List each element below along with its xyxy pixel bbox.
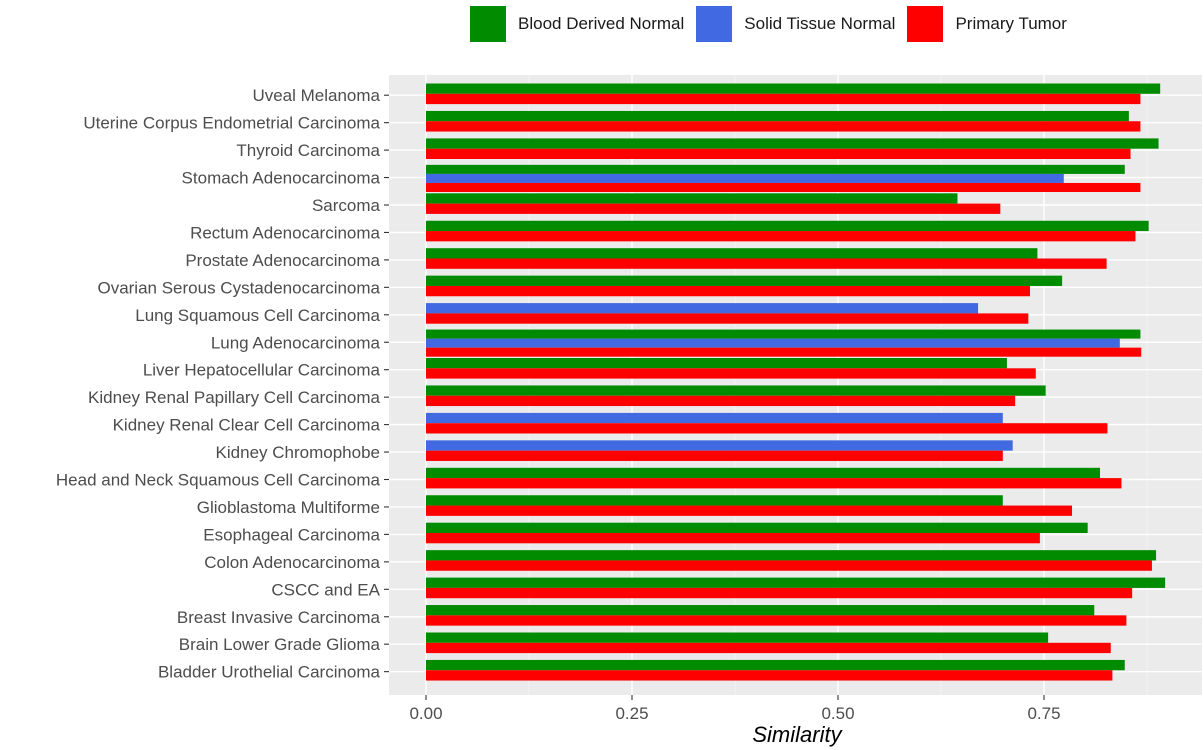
bar-cscc-and-ea-primary-tumor — [426, 587, 1133, 599]
bar-thyroid-carcinoma-primary-tumor — [426, 148, 1131, 159]
bar-uterine-corpus-endometrial-carcinoma-primary-tumor — [426, 121, 1141, 132]
bar-uterine-corpus-endometrial-carcinoma-blood-derived-normal — [426, 110, 1129, 122]
bars — [426, 83, 1166, 681]
y-tick-label: CSCC and EA — [271, 580, 380, 599]
bar-esophageal-carcinoma-primary-tumor — [426, 533, 1040, 544]
bar-cscc-and-ea-blood-derived-normal — [426, 577, 1166, 588]
bar-rectum-adenocarcinoma-primary-tumor — [426, 231, 1136, 242]
bar-kidney-renal-papillary-cell-carcinoma-primary-tumor — [426, 395, 1016, 407]
legend-swatch-solid-tissue-normal — [696, 6, 733, 42]
bar-breast-invasive-carcinoma-primary-tumor — [426, 615, 1127, 626]
bar-lung-squamous-cell-carcinoma-primary-tumor — [426, 313, 1029, 324]
y-tick-label: Kidney Chromophobe — [216, 443, 380, 462]
bar-brain-lower-grade-glioma-blood-derived-normal — [426, 632, 1049, 643]
bar-colon-adenocarcinoma-blood-derived-normal — [426, 550, 1157, 561]
bar-sarcoma-blood-derived-normal — [426, 193, 958, 204]
legend-swatch-blood-derived-normal — [470, 6, 506, 42]
bar-brain-lower-grade-glioma-primary-tumor — [426, 642, 1111, 654]
bar-ovarian-serous-cystadenocarcinoma-blood-derived-normal — [426, 275, 1063, 286]
bar-esophageal-carcinoma-blood-derived-normal — [426, 522, 1088, 533]
legend: Blood Derived Normal Solid Tissue Normal… — [470, 5, 1079, 43]
bar-kidney-chromophobe-primary-tumor — [426, 450, 1003, 461]
y-tick-label: Uveal Melanoma — [252, 86, 380, 105]
x-axis: 0.00 0.25 0.50 0.75 — [409, 695, 1061, 723]
x-tick-label: 0.75 — [1027, 704, 1060, 723]
bar-lung-squamous-cell-carcinoma-solid-tissue-normal — [426, 303, 979, 314]
legend-label-blood-derived-normal: Blood Derived Normal — [518, 14, 685, 33]
bar-stomach-adenocarcinoma-blood-derived-normal — [426, 164, 1125, 174]
y-tick-label: Liver Hepatocellular Carcinoma — [143, 361, 381, 380]
bar-lung-adenocarcinoma-primary-tumor — [426, 347, 1142, 357]
y-tick-label: Colon Adenocarcinoma — [204, 553, 380, 572]
y-tick-label: Rectum Adenocarcinoma — [190, 223, 380, 242]
legend-label-primary-tumor: Primary Tumor — [955, 14, 1067, 33]
bar-bladder-urothelial-carcinoma-primary-tumor — [426, 670, 1113, 681]
y-tick-label: Lung Adenocarcinoma — [211, 333, 381, 352]
bar-colon-adenocarcinoma-primary-tumor — [426, 560, 1152, 571]
x-tick-label: 0.50 — [821, 704, 854, 723]
bar-head-and-neck-squamous-cell-carcinoma-blood-derived-normal — [426, 467, 1101, 479]
y-tick-label: Prostate Adenocarcinoma — [185, 251, 380, 270]
bar-kidney-renal-clear-cell-carcinoma-primary-tumor — [426, 423, 1108, 434]
y-tick-label: Bladder Urothelial Carcinoma — [158, 663, 381, 682]
y-tick-label: Stomach Adenocarcinoma — [182, 169, 381, 188]
bar-liver-hepatocellular-carcinoma-primary-tumor — [426, 368, 1036, 379]
y-tick-label: Breast Invasive Carcinoma — [177, 608, 381, 627]
bar-rectum-adenocarcinoma-blood-derived-normal — [426, 220, 1149, 232]
y-tick-label: Uterine Corpus Endometrial Carcinoma — [83, 114, 380, 133]
legend-label-solid-tissue-normal: Solid Tissue Normal — [744, 14, 896, 33]
bar-head-and-neck-squamous-cell-carcinoma-primary-tumor — [426, 478, 1122, 489]
bar-prostate-adenocarcinoma-primary-tumor — [426, 258, 1107, 269]
y-tick-label: Brain Lower Grade Glioma — [179, 635, 381, 654]
bar-stomach-adenocarcinoma-primary-tumor — [426, 182, 1141, 192]
y-tick-label: Thyroid Carcinoma — [236, 141, 380, 160]
y-tick-label: Ovarian Serous Cystadenocarcinoma — [97, 278, 380, 297]
bar-stomach-adenocarcinoma-solid-tissue-normal — [426, 173, 1064, 183]
y-axis: Uveal Melanoma Uterine Corpus Endometrial… — [56, 86, 389, 682]
legend-swatch-primary-tumor — [907, 6, 944, 42]
y-tick-label: Kidney Renal Clear Cell Carcinoma — [113, 416, 381, 435]
bar-uveal-melanoma-primary-tumor — [426, 93, 1141, 105]
y-tick-label: Glioblastoma Multiforme — [197, 498, 380, 517]
y-tick-label: Kidney Renal Papillary Cell Carcinoma — [88, 388, 381, 407]
bar-kidney-chromophobe-solid-tissue-normal — [426, 440, 1013, 451]
bar-breast-invasive-carcinoma-blood-derived-normal — [426, 605, 1095, 616]
x-axis-title: Similarity — [752, 722, 843, 747]
bar-glioblastoma-multiforme-blood-derived-normal — [426, 495, 1003, 506]
bar-prostate-adenocarcinoma-blood-derived-normal — [426, 248, 1038, 259]
bar-kidney-renal-papillary-cell-carcinoma-blood-derived-normal — [426, 385, 1046, 396]
bar-thyroid-carcinoma-blood-derived-normal — [426, 138, 1159, 149]
y-tick-label: Lung Squamous Cell Carcinoma — [135, 306, 380, 325]
y-tick-label: Sarcoma — [312, 196, 381, 215]
bar-sarcoma-primary-tumor — [426, 203, 1001, 214]
bar-kidney-renal-clear-cell-carcinoma-solid-tissue-normal — [426, 412, 1003, 424]
bar-liver-hepatocellular-carcinoma-blood-derived-normal — [426, 358, 1007, 369]
bar-lung-adenocarcinoma-blood-derived-normal — [426, 329, 1141, 339]
bar-ovarian-serous-cystadenocarcinoma-primary-tumor — [426, 285, 1030, 297]
bar-glioblastoma-multiforme-primary-tumor — [426, 505, 1073, 516]
bar-uveal-melanoma-blood-derived-normal — [426, 83, 1161, 94]
legend-item-solid-tissue-normal: Solid Tissue Normal — [696, 6, 895, 42]
y-tick-label: Esophageal Carcinoma — [203, 525, 380, 544]
legend-item-blood-derived-normal: Blood Derived Normal — [470, 6, 684, 42]
x-tick-label: 0.25 — [615, 704, 648, 723]
bar-lung-adenocarcinoma-solid-tissue-normal — [426, 338, 1120, 348]
y-tick-label: Head and Neck Squamous Cell Carcinoma — [56, 471, 381, 490]
x-tick-label: 0.00 — [409, 704, 442, 723]
legend-item-primary-tumor: Primary Tumor — [907, 6, 1067, 42]
bar-bladder-urothelial-carcinoma-blood-derived-normal — [426, 659, 1125, 671]
